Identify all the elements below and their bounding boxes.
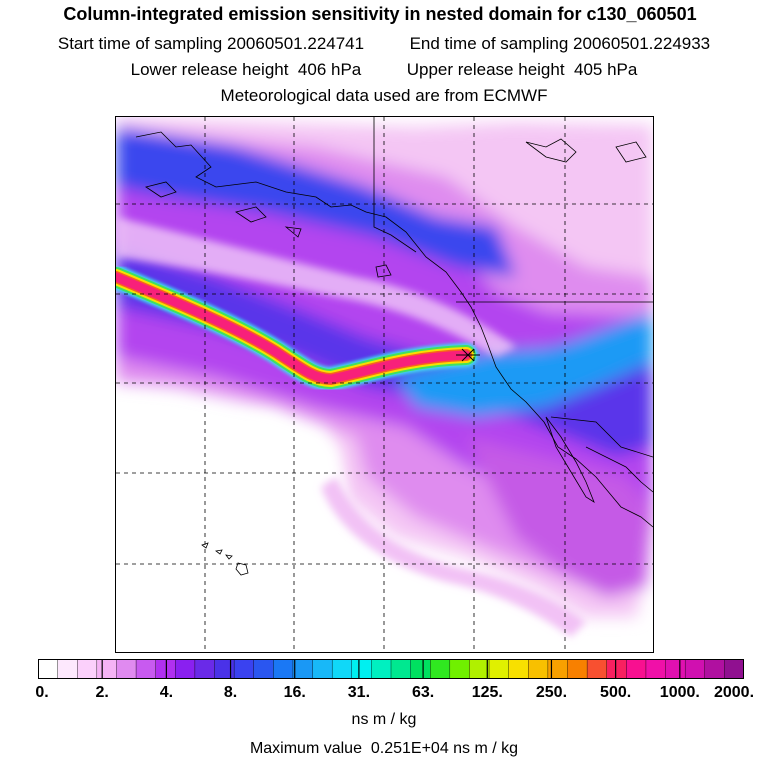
- hawaii-island-2: [215, 549, 223, 555]
- colorbar-cell: [449, 659, 471, 679]
- plot-title: Column-integrated emission sensitivity i…: [63, 4, 697, 24]
- colorbar-cell: [488, 659, 510, 679]
- colorbar-tick-label: 4.: [159, 684, 174, 701]
- colorbar-tick-label: 16.: [283, 684, 306, 701]
- field-cyan-plume: [396, 312, 653, 417]
- colorbar-cell: [626, 659, 647, 679]
- colorbar-cell: [214, 659, 235, 679]
- colorbar-cell: [567, 659, 588, 679]
- colorbar-tick-label: 2000.: [713, 684, 755, 701]
- colorbar-cell: [253, 659, 275, 679]
- colorbar-cell: [57, 659, 78, 679]
- colorbar-cell: [77, 659, 98, 679]
- colorbar-cell: [155, 659, 176, 679]
- coastline-islands: [145, 181, 392, 278]
- colorbar-cell: [645, 659, 667, 679]
- colorbar-cell: [135, 659, 157, 679]
- colorbar-cell: [175, 659, 196, 679]
- coastlines: [135, 131, 653, 528]
- colorbar-tick-label: 8.: [223, 684, 238, 701]
- border-alaska-canada: [373, 117, 417, 253]
- sensitivity-map: [116, 117, 653, 652]
- upper-height-value: 405 hPa: [574, 60, 638, 79]
- met-data-note: Meteorological data used are from ECMWF: [220, 86, 548, 105]
- pale-band-south: [321, 477, 586, 637]
- colorbar-cell: [292, 659, 314, 679]
- border-us-mexico: [550, 416, 653, 458]
- colorbar-cell: [116, 659, 137, 679]
- colorbar: [38, 659, 744, 679]
- colorbar-cell: [351, 659, 373, 679]
- colorbar-cell: [194, 659, 216, 679]
- colorbar-cell: [430, 659, 451, 679]
- colorbar-tick-label: 500.: [600, 684, 632, 701]
- lower-height-label: Lower release height: [130, 60, 289, 79]
- colorbar-cells: [38, 659, 744, 679]
- colorbar-tick-label: 125.: [471, 684, 503, 701]
- colorbar-units: ns m / kg: [351, 711, 417, 728]
- colorbar-cell: [273, 659, 294, 679]
- colorbar-cell: [38, 659, 59, 679]
- colorbar-cell: [684, 659, 706, 679]
- end-time-value: 20060501.224933: [573, 34, 711, 53]
- hawaii-islands: [201, 542, 249, 576]
- colorbar-cell: [410, 659, 431, 679]
- graticule: [116, 117, 653, 652]
- colorbar-tick-label: 250.: [535, 684, 568, 701]
- colorbar-tick-label: 31.: [347, 684, 371, 701]
- colorbar-cell: [312, 659, 333, 679]
- start-time-value: 20060501.224741: [227, 34, 365, 53]
- colorbar-tick-label: 63.: [411, 684, 435, 701]
- max-value-number: 0.251E+04 ns m / kg: [370, 740, 519, 757]
- hawaii-island-3: [225, 554, 233, 560]
- clear-region: [116, 417, 566, 652]
- colorbar-cell: [724, 659, 744, 679]
- colorbar-tick-label: 0.: [35, 684, 49, 701]
- colorbar-cell: [331, 659, 353, 679]
- maximum-value: Maximum value 0.251E+04 ns m / kg: [0, 740, 768, 758]
- field-purple: [116, 137, 653, 547]
- colorbar-cell: [586, 659, 608, 679]
- colorbar-cell: [469, 659, 490, 679]
- colorbar-cell: [508, 659, 529, 679]
- colorbar-cell: [233, 659, 255, 679]
- colorbar-tick-label: 1000.: [659, 684, 700, 701]
- colorbar-cell: [528, 659, 549, 679]
- start-time-label: Start time of sampling: [57, 34, 223, 53]
- colorbar-cell: [390, 659, 412, 679]
- field-magenta-south: [466, 437, 653, 597]
- colorbar-tick-label: 2.: [95, 684, 109, 701]
- release-point-marker: [456, 348, 480, 362]
- colorbar-cell: [96, 659, 118, 679]
- sensitivity-field: [116, 117, 653, 617]
- upper-height-label: Upper release height: [406, 60, 565, 79]
- field-blue-band: [116, 127, 516, 277]
- hawaii-island-big: [235, 562, 249, 576]
- coastline-baja: [545, 416, 595, 503]
- colorbar-cell: [665, 659, 686, 679]
- map-panel: [115, 116, 654, 653]
- max-value-label: Maximum value: [249, 740, 362, 757]
- political-borders: [373, 117, 653, 458]
- colorbar-cell: [606, 659, 628, 679]
- colorbar-cell: [704, 659, 726, 679]
- release-heights: Lower release height 406 hPa Upper relea…: [0, 60, 768, 80]
- trajectory-plume: [116, 265, 478, 392]
- plume-core: [116, 272, 471, 384]
- coastline-arctic: [525, 138, 647, 163]
- end-time-label: End time of sampling: [409, 34, 569, 53]
- coastline-mexico: [585, 446, 653, 493]
- colorbar-ticks: [38, 659, 744, 679]
- sampling-times: Start time of sampling 20060501.224741 E…: [0, 34, 768, 54]
- lower-height-value: 406 hPa: [297, 60, 362, 79]
- pale-band-north: [116, 217, 516, 357]
- colorbar-cell: [371, 659, 392, 679]
